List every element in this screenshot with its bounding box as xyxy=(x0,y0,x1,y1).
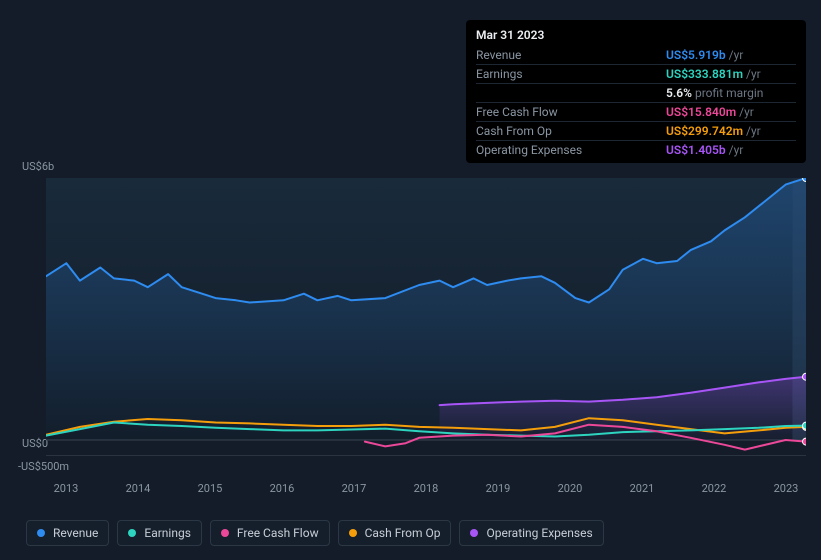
cfo-color-icon xyxy=(349,529,357,537)
tooltip-metric-value: US$1.405b xyxy=(666,143,726,157)
legend-label: Earnings xyxy=(144,526,191,540)
tooltip-row: Earnings US$333.881m/yr xyxy=(476,64,796,83)
tooltip-metric-label: Revenue xyxy=(476,48,521,62)
chart-plot[interactable] xyxy=(46,178,806,456)
tooltip-row: Free Cash Flow US$15.840m/yr xyxy=(476,102,796,121)
x-tick: 2018 xyxy=(406,482,446,502)
tooltip-row: Revenue US$5.919b/yr xyxy=(476,46,796,64)
legend-item-opex[interactable]: Operating Expenses xyxy=(459,520,603,546)
tooltip-metric-label: Operating Expenses xyxy=(476,143,582,157)
legend-item-fcf[interactable]: Free Cash Flow xyxy=(210,520,330,546)
legend-label: Cash From Op xyxy=(365,526,441,540)
x-tick: 2019 xyxy=(478,482,518,502)
y-tick-top: US$6b xyxy=(22,160,54,173)
tooltip-metric-value: US$5.919b xyxy=(666,48,726,62)
legend-label: Revenue xyxy=(53,526,98,540)
x-tick: 2017 xyxy=(334,482,374,502)
tooltip-metric-value: US$333.881m xyxy=(666,67,743,81)
tooltip-metric-suffix: profit margin xyxy=(695,86,763,100)
y-tick-zero: US$0 xyxy=(22,437,48,450)
x-tick: 2016 xyxy=(262,482,302,502)
chart-tooltip: Mar 31 2023 Revenue US$5.919b/yr Earnings U… xyxy=(466,20,806,163)
legend-item-earnings[interactable]: Earnings xyxy=(117,520,202,546)
x-tick: 2021 xyxy=(622,482,662,502)
series-end-dot-opex xyxy=(803,373,807,380)
x-tick: 2013 xyxy=(46,482,86,502)
y-tick-neg: -US$500m xyxy=(18,460,69,473)
tooltip-metric-label: Free Cash Flow xyxy=(476,105,558,119)
tooltip-metric-suffix: /yr xyxy=(729,48,744,62)
x-tick: 2022 xyxy=(694,482,734,502)
legend-item-cfo[interactable]: Cash From Op xyxy=(338,520,452,546)
x-tick: 2023 xyxy=(766,482,806,502)
legend-item-revenue[interactable]: Revenue xyxy=(26,520,109,546)
legend-label: Free Cash Flow xyxy=(237,526,319,540)
x-tick: 2015 xyxy=(190,482,230,502)
tooltip-metric-suffix: /yr xyxy=(729,143,744,157)
tooltip-metric-suffix: /yr xyxy=(746,67,761,81)
tooltip-row: 5.6%profit margin xyxy=(476,83,796,102)
series-end-dot-earnings xyxy=(803,422,807,429)
earnings-color-icon xyxy=(128,529,136,537)
legend-label: Operating Expenses xyxy=(486,526,592,540)
series-end-dot-fcf xyxy=(803,438,807,445)
tooltip-metric-value: US$299.742m xyxy=(666,124,743,138)
tooltip-metric-value: US$15.840m xyxy=(666,105,736,119)
x-tick: 2020 xyxy=(550,482,590,502)
tooltip-row: Cash From Op US$299.742m/yr xyxy=(476,121,796,140)
tooltip-row: Operating Expenses US$1.405b/yr xyxy=(476,140,796,159)
fcf-color-icon xyxy=(221,529,229,537)
tooltip-metric-suffix: /yr xyxy=(739,105,754,119)
tooltip-metric-suffix: /yr xyxy=(746,124,761,138)
revenue-color-icon xyxy=(37,529,45,537)
x-tick: 2014 xyxy=(118,482,158,502)
opex-color-icon xyxy=(470,529,478,537)
chart-legend: Revenue Earnings Free Cash Flow Cash From O… xyxy=(26,520,604,546)
tooltip-metric-label: Cash From Op xyxy=(476,124,552,138)
tooltip-metric-label: Earnings xyxy=(476,67,523,81)
x-axis: 2013 2014 2015 2016 2017 2018 2019 2020 2021 2022… xyxy=(46,482,806,502)
tooltip-metric-value: 5.6% xyxy=(666,86,692,100)
tooltip-date: Mar 31 2023 xyxy=(476,26,796,46)
tooltip-rows: Revenue US$5.919b/yr Earnings US$333.881m/y… xyxy=(476,46,796,159)
